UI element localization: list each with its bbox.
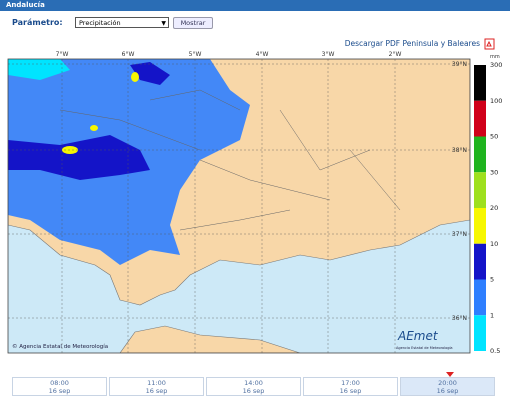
map-frame [7, 58, 471, 354]
legend-swatch [474, 100, 486, 137]
timeline-time: 14:00 [244, 379, 263, 387]
selected-marker [446, 372, 454, 377]
legend-label: 30 [490, 168, 498, 176]
rain-heavy [8, 135, 150, 180]
map: 7°W 6°W 5°W 4°W 3°W 2°W 39°N 38°N 37°N 36°N © Age… [7, 51, 502, 355]
timeline-date: 16 sep [145, 387, 168, 395]
timeline-item[interactable]: 17:00 16 sep [303, 377, 398, 396]
timeline-date: 16 sep [242, 387, 265, 395]
timeline-time: 08:00 [50, 379, 69, 387]
lat-label: 36°N [452, 315, 467, 322]
lat-label: 38°N [452, 147, 467, 154]
lat-label: 37°N [452, 231, 467, 238]
legend-swatch [474, 65, 486, 101]
lon-label: 6°W [122, 51, 135, 58]
timeline-date: 16 sep [339, 387, 362, 395]
rain-peak [90, 125, 98, 131]
lon-label: 2°W [389, 51, 402, 58]
lon-label: 3°W [322, 51, 335, 58]
legend-label: 50 [490, 133, 498, 141]
rain-light [8, 59, 70, 80]
lon-label: 4°W [256, 51, 269, 58]
parameter-label: Parámetro: [12, 18, 63, 27]
legend-label: 20 [490, 204, 498, 212]
timeline-date: 16 sep [436, 387, 459, 395]
show-button[interactable]: Mostrar [173, 17, 213, 29]
legend-swatch [474, 243, 486, 280]
legend-unit: mm [490, 54, 500, 60]
legend-swatch [474, 279, 486, 316]
lat-label: 39°N [452, 61, 467, 68]
timeline-time: 17:00 [341, 379, 360, 387]
legend-swatch [474, 315, 486, 351]
legend-swatch [474, 172, 486, 208]
timeline-item[interactable]: 08:00 16 sep [12, 377, 107, 396]
africa [119, 325, 301, 353]
legend-label: 10 [490, 240, 498, 248]
timeline-item[interactable]: 20:00 16 sep [400, 377, 495, 396]
pdf-link[interactable]: Descargar PDF Peninsula y Baleares [344, 39, 480, 48]
parameter-select[interactable]: Precipitación [75, 17, 169, 29]
borders [59, 89, 401, 231]
rain-peak [131, 72, 139, 82]
legend-label: 100 [490, 97, 502, 105]
legend-label: 300 [490, 61, 502, 69]
logo: AEmet [397, 329, 439, 343]
timeline-time: 11:00 [147, 379, 166, 387]
rain-heavy [130, 62, 170, 85]
header-title: Andalucía [0, 0, 510, 11]
timeline-date: 16 sep [48, 387, 71, 395]
legend-swatch [474, 208, 486, 244]
legend-label: 0.5 [490, 347, 500, 355]
pdf-icon[interactable] [484, 38, 495, 50]
timeline-item[interactable]: 14:00 16 sep [206, 377, 301, 396]
copyright: © Agencia Estatal de Meteorología [12, 343, 108, 350]
lon-label: 7°W [56, 51, 69, 58]
logo-subtitle: Agencia Estatal de Meteorología [396, 346, 453, 350]
timeline-time: 20:00 [438, 379, 457, 387]
timeline-item[interactable]: 11:00 16 sep [109, 377, 204, 396]
lon-label: 5°W [189, 51, 202, 58]
legend-label: 5 [490, 276, 494, 284]
legend-label: 1 [490, 311, 494, 319]
legend-swatch [474, 136, 486, 173]
